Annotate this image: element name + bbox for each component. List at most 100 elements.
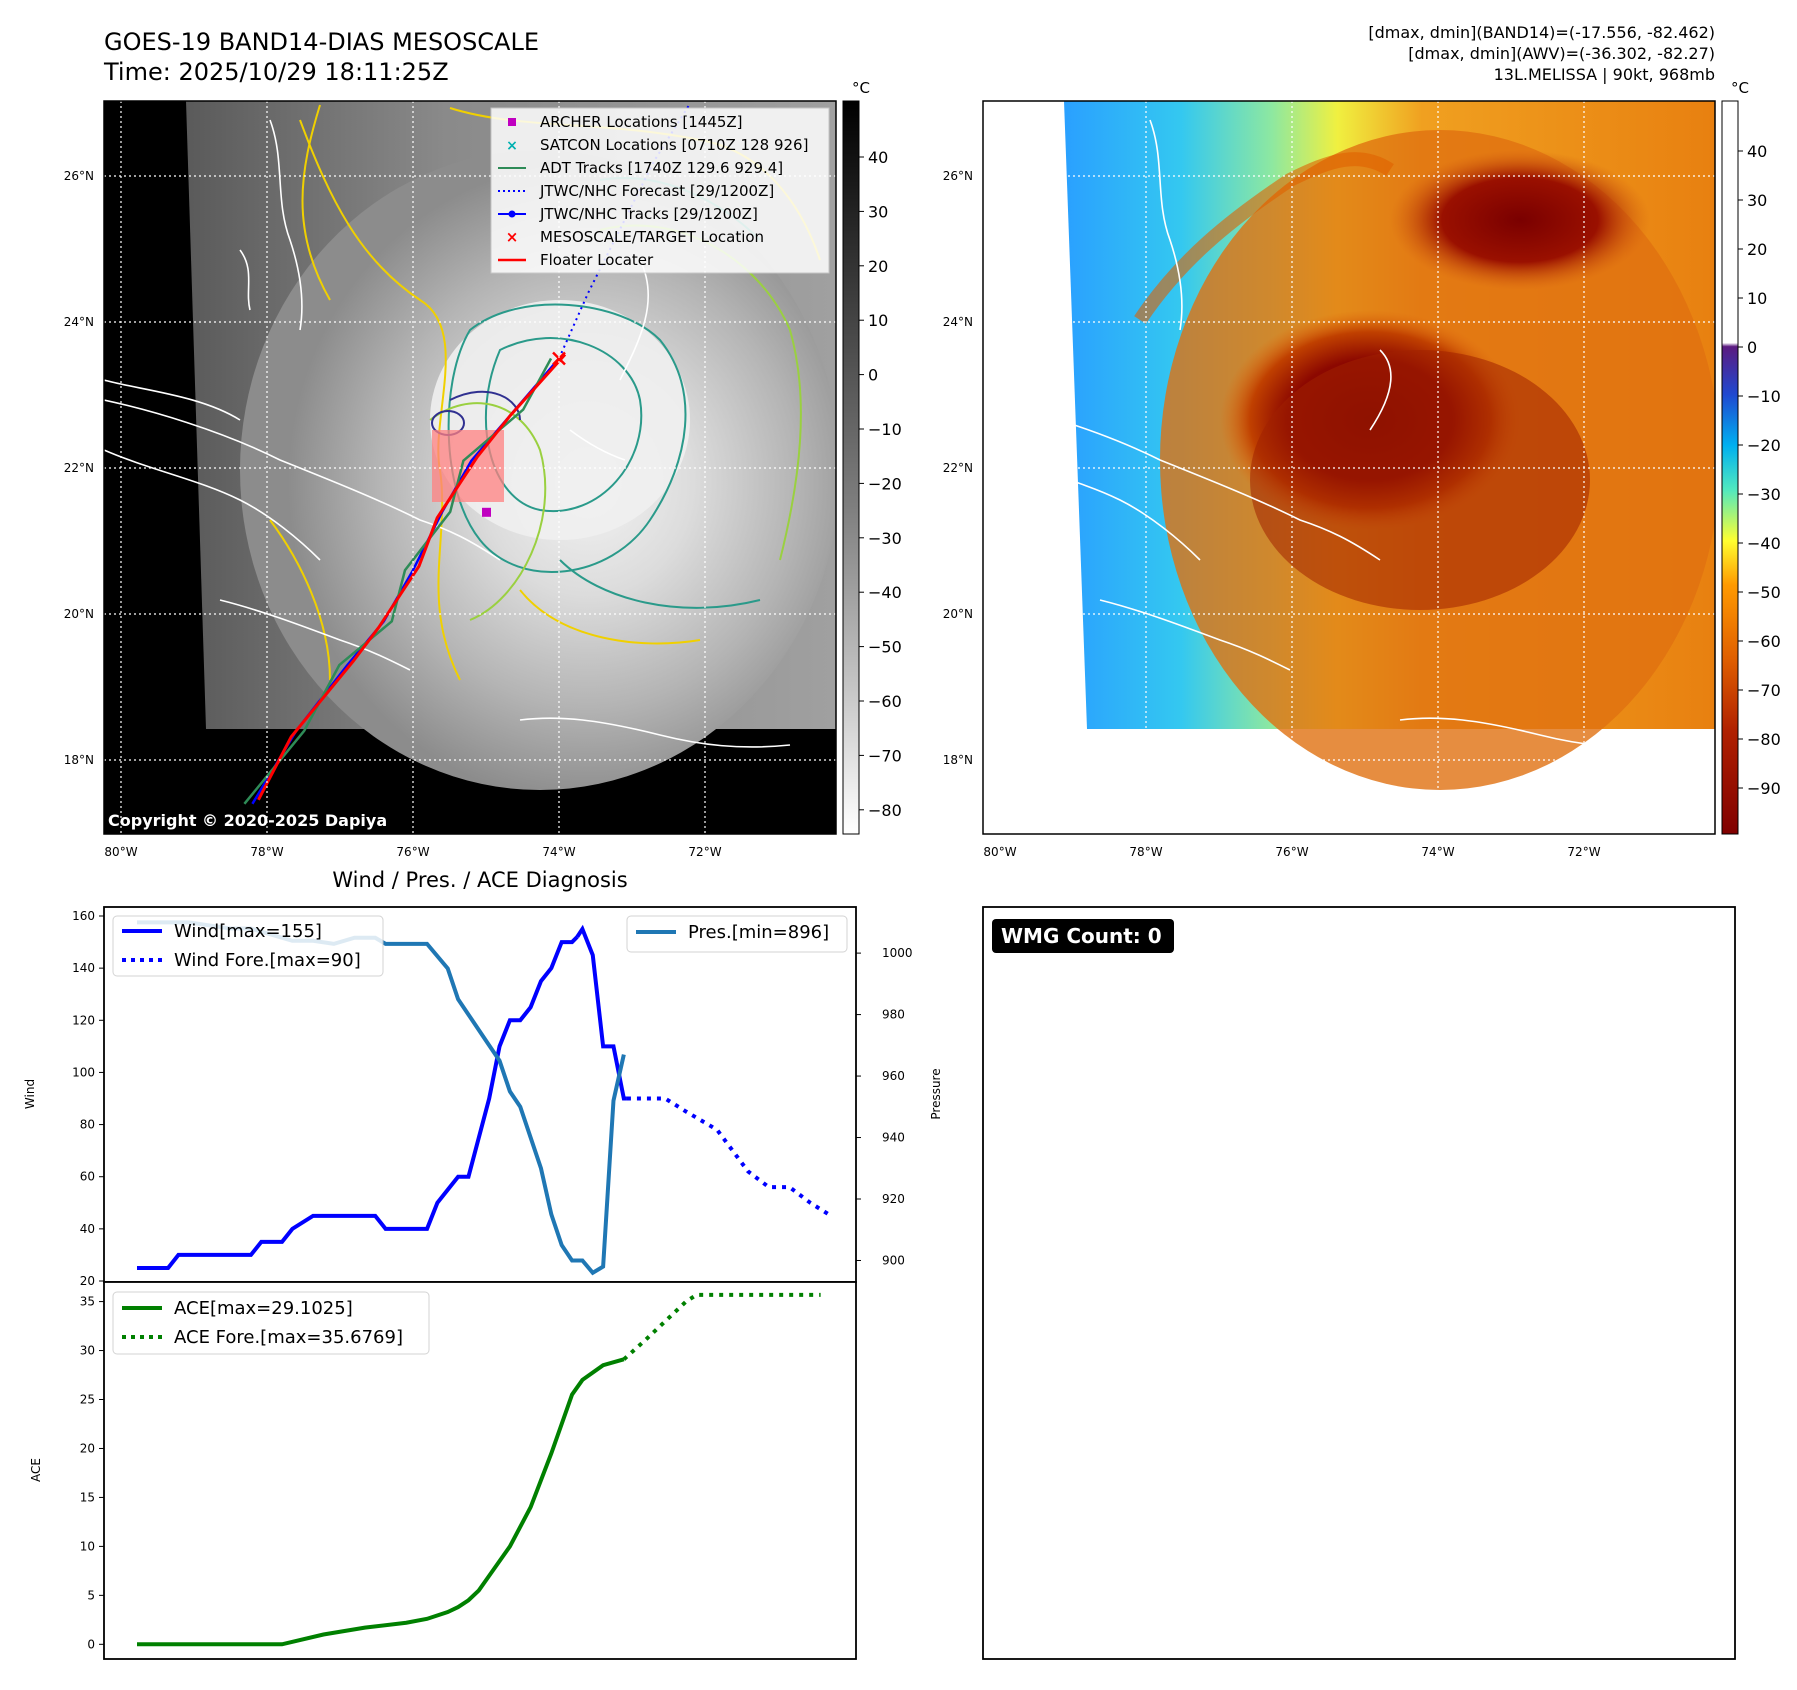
floater-track	[257, 353, 567, 801]
pressure-axis-label: Pressure	[929, 1068, 943, 1119]
wind-tick-label: 60	[80, 1170, 95, 1184]
target-location-marker	[552, 351, 566, 366]
legend-label: Floater Locater	[540, 251, 654, 269]
colorbar-tick-label: −80	[1747, 730, 1781, 749]
colorbar-tick-label: −40	[868, 583, 902, 602]
ace-tick-label: 30	[80, 1344, 95, 1358]
lon-tick-label: 74°W	[542, 845, 575, 859]
colorbar-tick-label: 10	[1747, 289, 1767, 308]
colorbar-tick-label: 0	[868, 366, 878, 385]
ace-tick-label: 35	[80, 1295, 95, 1309]
ace-tick-label: 10	[80, 1539, 95, 1553]
wind-forecast-legend-label: Wind Fore.[max=90]	[174, 950, 361, 971]
colorbar-tick-label: −20	[1747, 436, 1781, 455]
wind-axis-label: Wind	[23, 1079, 37, 1109]
lat-tick-label: 26°N	[943, 169, 973, 183]
lon-tick-label: 72°W	[688, 845, 721, 859]
ace-legend: ACE[max=29.1025] ACE Fore.[max=35.6769]	[112, 1291, 430, 1355]
ace-tick-label: 0	[87, 1637, 95, 1651]
lon-tick-label: 72°W	[1567, 845, 1600, 859]
ace-series-line	[137, 1357, 625, 1647]
wind-series-line	[137, 935, 579, 1270]
ace-forecast-series-line	[622, 1292, 821, 1361]
colorbar-tick-label: −50	[868, 638, 902, 657]
wind-forecast-series-line	[626, 1096, 833, 1218]
awv-imagery	[983, 101, 1715, 790]
wind-legend-label: Wind[max=155]	[174, 921, 322, 942]
svg-text:×: ×	[506, 138, 518, 154]
band14-map-panel: Copyright © 2020-2025 Dapiya ARCHER Loca…	[103, 100, 837, 835]
cyan-x-icon: ×	[506, 138, 518, 154]
ace-legend-label: ACE[max=29.1025]	[174, 1298, 353, 1319]
lat-tick-label: 22°N	[943, 461, 973, 475]
wind-tick-label: 40	[80, 1222, 95, 1236]
pressure-tick-label: 960	[882, 1069, 905, 1083]
lat-tick-label: 20°N	[64, 607, 94, 621]
legend-label: JTWC/NHC Tracks [29/1200Z]	[539, 205, 758, 223]
pressure-legend: Pres.[min=896]	[626, 915, 848, 953]
pressure-tick-label: 1000	[882, 946, 913, 960]
wind-tick-label: 140	[72, 961, 95, 975]
pressure-tick-label: 980	[882, 1008, 905, 1022]
lat-tick-label: 24°N	[64, 315, 94, 329]
colorbar-tick-label: −70	[868, 746, 902, 765]
colorbar-tick-label: 20	[868, 257, 888, 276]
red-x-icon: ×	[506, 228, 519, 246]
wind-tick-label: 160	[72, 909, 95, 923]
lat-tick-label: 18°N	[64, 753, 94, 767]
band14-colorbar: °C 40 30 20 10 0 −10 −20 −30 −40 −50 −60 −70 −80	[842, 79, 902, 835]
colorbar-tick-label: −30	[1747, 485, 1781, 504]
wmg-panel: WMG Count: 0	[982, 906, 1736, 1660]
colorbar-tick-label: −10	[1747, 387, 1781, 406]
awv-gridlines	[983, 101, 1715, 834]
lat-tick-label: 22°N	[64, 461, 94, 475]
band14-stats: [dmax, dmin](BAND14)=(-17.556, -82.462)	[1368, 23, 1715, 42]
wind-tick-label: 120	[72, 1013, 95, 1027]
lon-tick-label: 74°W	[1421, 845, 1454, 859]
colorbar-tick-label: −50	[1747, 583, 1781, 602]
colorbar-tick-label: 10	[868, 311, 888, 330]
lon-tick-label: 78°W	[1129, 845, 1162, 859]
colorbar-tick-label: 30	[1747, 191, 1767, 210]
ace-forecast-legend-label: ACE Fore.[max=35.6769]	[174, 1327, 403, 1348]
lon-tick-label: 80°W	[104, 845, 137, 859]
ace-tick-label: 5	[87, 1588, 95, 1602]
lat-tick-label: 24°N	[943, 315, 973, 329]
colorbar-tick-label: 0	[1747, 338, 1757, 357]
colorbar-tick-label: −80	[868, 801, 902, 820]
wind-tick-label: 100	[72, 1065, 95, 1079]
figure-time: Time: 2025/10/29 18:11:25Z	[103, 58, 449, 86]
colorbar-tick-label: −20	[868, 474, 902, 493]
legend-label: MESOSCALE/TARGET Location	[540, 228, 764, 246]
wind-tick-label: 80	[80, 1118, 95, 1132]
lon-tick-label: 80°W	[983, 845, 1016, 859]
colorbar-tick-label: −90	[1747, 779, 1781, 798]
awv-stats: [dmax, dmin](AWV)=(-36.302, -82.27)	[1408, 44, 1715, 63]
wind-tick-label: 20	[80, 1274, 95, 1288]
band14-axis-ticks: 80°W 78°W 76°W 74°W 72°W 26°N 24°N 22°N 20°N 18°N	[64, 169, 722, 859]
colorbar-tick-label: 20	[1747, 240, 1767, 259]
legend-label: JTWC/NHC Forecast [29/1200Z]	[539, 182, 774, 200]
lat-tick-label: 26°N	[64, 169, 94, 183]
lat-tick-label: 18°N	[943, 753, 973, 767]
figure-title: GOES-19 BAND14-DIAS MESOSCALE	[104, 28, 539, 56]
ace-axis-label: ACE	[29, 1458, 43, 1482]
ace-tick-label: 20	[80, 1441, 95, 1455]
diagnosis-title: Wind / Pres. / ACE Diagnosis	[332, 868, 627, 892]
awv-map-panel	[982, 100, 1716, 835]
pressure-tick-label: 920	[882, 1192, 905, 1206]
wind-pressure-chart: 160140120100806040201000980960940920900 …	[23, 906, 943, 1288]
magenta-square-icon	[508, 118, 516, 126]
ace-chart: 35 30 25 20 15 10 5 0 ACE ACE[max=29.1025] ACE …	[29, 1281, 857, 1660]
colorbar-tick-label: −60	[1747, 632, 1781, 651]
lon-tick-label: 78°W	[250, 845, 283, 859]
colorbar-tick-label: 40	[868, 148, 888, 167]
wmg-count-label: WMG Count: 0	[1001, 924, 1162, 948]
storm-info: 13L.MELISSA | 90kt, 968mb	[1494, 65, 1715, 84]
awv-colorbar: °C 40 30 20 10 0 −10 −20 −30 −40 −50 −60 −70 −80 −90	[1721, 79, 1781, 835]
copyright-text: Copyright © 2020-2025 Dapiya	[108, 811, 387, 830]
lat-tick-label: 20°N	[943, 607, 973, 621]
legend-label: ARCHER Locations [1445Z]	[540, 113, 743, 131]
band14-colorbar-unit: °C	[852, 79, 870, 97]
